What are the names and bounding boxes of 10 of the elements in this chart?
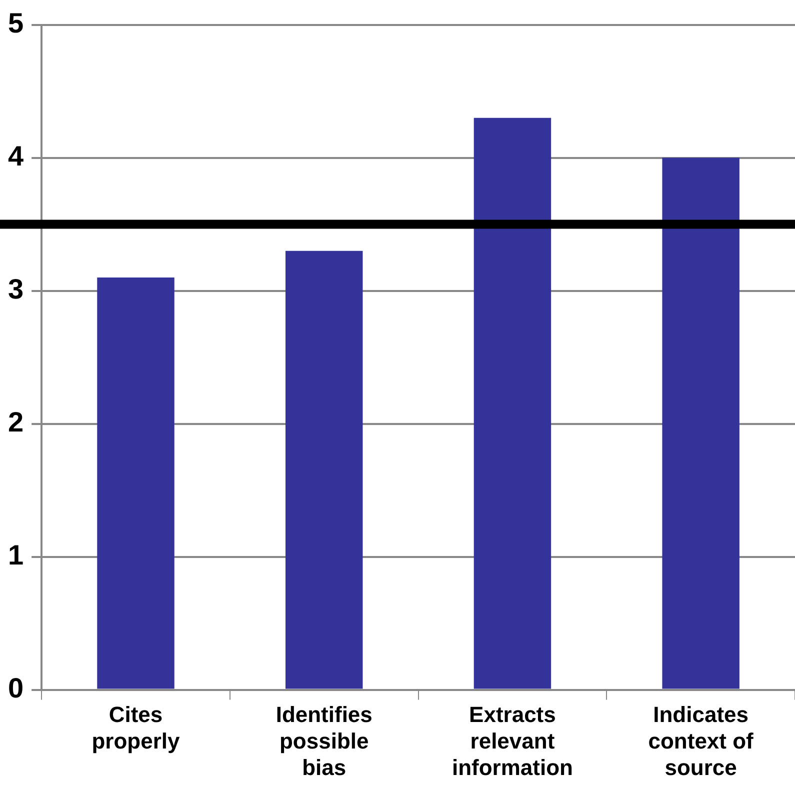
x-tick-label: Cites properly xyxy=(92,702,181,754)
y-tick-label: 4 xyxy=(8,140,24,172)
y-tick-label: 2 xyxy=(8,406,24,438)
y-tick-label: 1 xyxy=(8,540,24,571)
x-tick-label: Extracts relevant information xyxy=(452,702,573,780)
x-tick-label: Indicates context of source xyxy=(648,702,754,780)
x-tick-label: Identifies possible bias xyxy=(276,702,372,780)
y-tick-label: 5 xyxy=(8,8,24,39)
y-tick-label: 0 xyxy=(8,672,24,704)
y-tick-label: 3 xyxy=(8,274,24,305)
